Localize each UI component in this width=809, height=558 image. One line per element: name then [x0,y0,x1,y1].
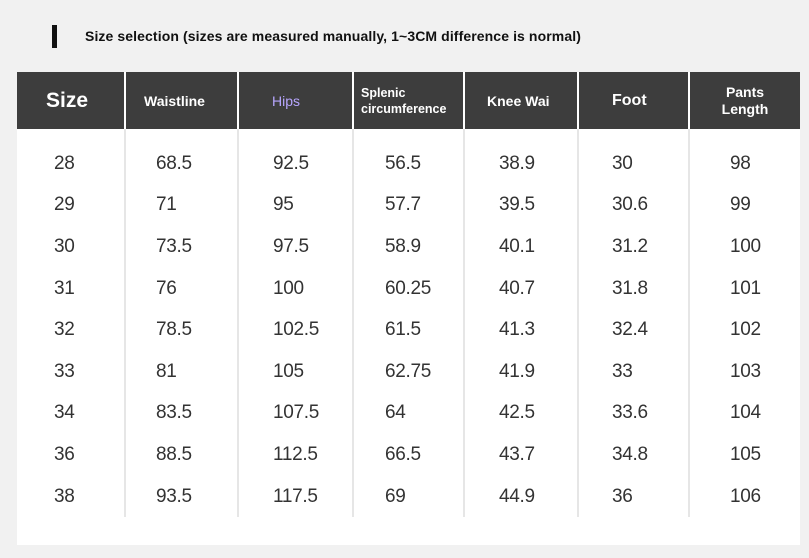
cell-foot: 31.2 [578,226,690,268]
table-row: 29 71 95 57.7 39.5 30.6 99 [17,184,800,227]
header-pants-line1: Pants [725,83,765,100]
header-size: Size [17,72,126,129]
cell-pants-length: 101 [730,277,761,299]
cell-splenic: 69 [353,475,465,518]
cell-size: 30 [17,226,126,268]
header-splenic-line2: circumference [361,101,447,116]
page-title: Size selection (sizes are measured manua… [85,28,581,44]
table-row: 34 83.5 107.5 64 42.5 33.6 104 [17,392,800,435]
header-splenic-line1: Splenic [361,85,406,100]
cell-hips: 105 [238,350,354,393]
header-foot: Foot [578,72,690,129]
cell-foot: 34.8 [578,434,690,476]
title-marker-bar [52,24,57,48]
cell-foot: 36 [578,475,690,518]
cell-hips: 117.5 [238,475,354,518]
cell-waistline: 93.5 [125,475,239,518]
cell-size: 28 [17,129,126,185]
cell-foot: 33.6 [578,392,690,435]
cell-pants-length: 100 [730,235,761,257]
cell-splenic: 64 [353,392,465,435]
table-row: 38 93.5 117.5 69 44.9 36 106 [17,475,800,518]
cell-knee: 41.9 [464,350,579,393]
cell-pants-length: 99 [730,194,751,216]
cell-hips: 112.5 [238,434,354,476]
header-splenic-circumference: Splenic circumference [353,72,465,129]
cell-waistline: 81 [125,350,239,393]
table-row: 36 88.5 112.5 66.5 43.7 34.8 105 [17,434,800,476]
cell-pants-length: 103 [730,360,761,382]
cell-size: 33 [17,350,126,393]
table-row: 33 81 105 62.75 41.9 33 103 [17,350,800,393]
cell-size: 38 [17,475,126,518]
cell-waistline: 71 [125,184,239,227]
cell-pants-length: 105 [730,443,761,465]
cell-knee: 38.9 [464,129,579,185]
cell-size: 36 [17,434,126,476]
cell-waistline: 73.5 [125,226,239,268]
cell-size: 34 [17,392,126,435]
cell-knee: 40.1 [464,226,579,268]
cell-hips: 100 [238,267,354,310]
cell-hips: 102.5 [238,309,354,351]
cell-foot: 30.6 [578,184,690,227]
cell-splenic: 58.9 [353,226,465,268]
cell-waistline: 68.5 [125,129,239,185]
cell-size: 29 [17,184,126,227]
title-bar: Size selection (sizes are measured manua… [52,24,581,48]
cell-foot: 31.8 [578,267,690,310]
cell-foot: 32.4 [578,309,690,351]
cell-knee: 43.7 [464,434,579,476]
cell-splenic: 60.25 [353,267,465,310]
size-chart-table: Size Waistline Hips Splenic circumferenc… [17,72,800,518]
cell-hips: 97.5 [238,226,354,268]
cell-waistline: 83.5 [125,392,239,435]
cell-foot: 33 [578,350,690,393]
cell-pants-length: 106 [730,485,761,507]
cell-pants-length: 98 [730,152,751,174]
cell-splenic: 56.5 [353,129,465,185]
cell-hips: 107.5 [238,392,354,435]
cell-knee: 39.5 [464,184,579,227]
cell-knee: 44.9 [464,475,579,518]
cell-knee: 42.5 [464,392,579,435]
table-row: 30 73.5 97.5 58.9 40.1 31.2 100 [17,226,800,268]
cell-knee: 40.7 [464,267,579,310]
header-pants-length: Pants Length [689,72,800,129]
cell-pants-length: 102 [730,319,761,341]
header-knee: Knee Wai [464,72,579,129]
cell-waistline: 76 [125,267,239,310]
cell-splenic: 61.5 [353,309,465,351]
header-pants-line2: Length [721,100,769,117]
cell-size: 31 [17,267,126,310]
cell-foot: 30 [578,129,690,185]
table-body: 28 68.5 92.5 56.5 38.9 30 98 29 71 95 57… [17,129,800,518]
header-waistline: Waistline [125,72,239,129]
cell-size: 32 [17,309,126,351]
header-hips: Hips [238,72,354,129]
cell-waistline: 88.5 [125,434,239,476]
cell-hips: 95 [238,184,354,227]
cell-splenic: 66.5 [353,434,465,476]
header-hips-label: Hips [272,92,301,109]
header-row: Size Waistline Hips Splenic circumferenc… [17,72,800,129]
cell-waistline: 78.5 [125,309,239,351]
table-row: 28 68.5 92.5 56.5 38.9 30 98 [17,129,800,185]
table-row: 31 76 100 60.25 40.7 31.8 101 [17,267,800,310]
cell-pants-length: 104 [730,402,761,424]
table-row: 32 78.5 102.5 61.5 41.3 32.4 102 [17,309,800,351]
table-header: Size Waistline Hips Splenic circumferenc… [17,72,800,129]
cell-hips: 92.5 [238,129,354,185]
cell-splenic: 62.75 [353,350,465,393]
cell-knee: 41.3 [464,309,579,351]
cell-splenic: 57.7 [353,184,465,227]
